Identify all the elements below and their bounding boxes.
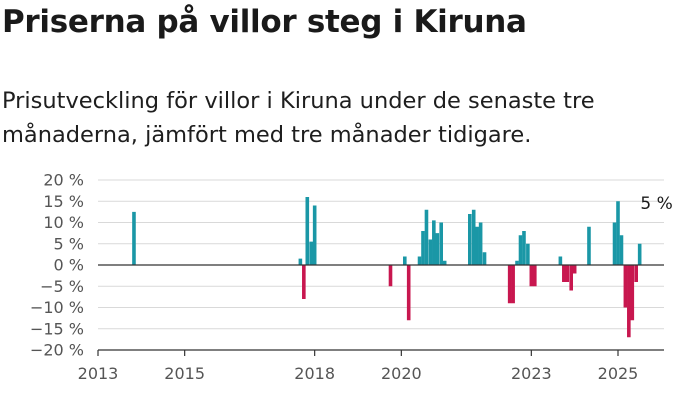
y-tick-label: −15 % bbox=[30, 319, 84, 338]
x-tick-label: 2013 bbox=[78, 364, 119, 383]
bar-positive bbox=[478, 222, 483, 265]
bar-negative bbox=[565, 265, 570, 282]
bar-negative bbox=[572, 265, 577, 274]
bar-negative bbox=[562, 265, 566, 282]
bar-positive bbox=[132, 211, 136, 266]
bar-positive bbox=[428, 239, 433, 265]
axis-labels: 20 % 15 % 10 % 5 % 0 % −5 % −10 % −15 % −20 % 201… bbox=[30, 171, 673, 384]
bar-positive bbox=[475, 226, 479, 265]
bar-positive bbox=[439, 222, 443, 265]
x-tick-label: 2020 bbox=[381, 364, 422, 383]
y-tick-label: −5 % bbox=[40, 277, 84, 296]
bar-positive bbox=[619, 235, 624, 265]
bar-positive bbox=[312, 205, 317, 265]
bar-positive bbox=[558, 256, 563, 265]
bar-negative bbox=[623, 265, 628, 308]
y-tick-label: −10 % bbox=[30, 298, 84, 317]
bar-negative bbox=[388, 265, 393, 287]
bar-positive bbox=[616, 201, 620, 265]
bar-positive bbox=[403, 256, 407, 265]
bar-negative bbox=[529, 265, 534, 287]
bar-negative bbox=[533, 265, 537, 287]
bar-positive bbox=[421, 231, 425, 265]
x-tick-label: 2015 bbox=[164, 364, 205, 383]
latest-value-annotation: 5 % bbox=[640, 194, 672, 214]
bar-negative bbox=[569, 265, 573, 291]
x-tick-label: 2025 bbox=[598, 364, 639, 383]
y-tick-label: −20 % bbox=[30, 341, 84, 360]
bar-positive bbox=[305, 197, 310, 265]
bar-positive bbox=[637, 243, 642, 265]
chart-title: Priserna på villor steg i Kiruna bbox=[2, 4, 527, 40]
bar-series bbox=[132, 197, 642, 338]
bar-negative bbox=[406, 265, 411, 321]
bar-negative bbox=[634, 265, 638, 282]
y-tick-label: 10 % bbox=[43, 213, 84, 232]
y-tick-label: 5 % bbox=[54, 234, 84, 253]
bar-positive bbox=[309, 241, 313, 266]
bar-positive bbox=[518, 235, 523, 265]
chart-subtitle: Prisutveckling för villor i Kiruna under… bbox=[2, 88, 595, 148]
bar-negative bbox=[627, 265, 631, 338]
bar-positive bbox=[526, 243, 530, 265]
y-tick-label: 0 % bbox=[54, 256, 84, 275]
bar-positive bbox=[482, 252, 487, 265]
bar-negative bbox=[507, 265, 512, 304]
bar-positive bbox=[435, 233, 440, 266]
bar-positive bbox=[424, 209, 429, 265]
bar-positive bbox=[471, 209, 476, 265]
bar-positive bbox=[298, 258, 303, 266]
bar-positive bbox=[587, 226, 591, 265]
bar-positive bbox=[515, 260, 519, 265]
bar-positive bbox=[432, 220, 436, 266]
bar-negative bbox=[511, 265, 515, 304]
bar-negative bbox=[630, 265, 635, 321]
bar-positive bbox=[442, 260, 447, 265]
bar-positive bbox=[468, 214, 472, 265]
y-tick-label: 15 % bbox=[43, 192, 84, 211]
x-tick-label: 2023 bbox=[511, 364, 552, 383]
axes bbox=[97, 264, 664, 356]
bar-positive bbox=[522, 231, 526, 265]
x-tick-label: 2018 bbox=[294, 364, 335, 383]
y-tick-label: 20 % bbox=[43, 171, 84, 190]
bar-positive bbox=[612, 222, 617, 265]
bar-positive bbox=[417, 256, 422, 265]
bar-negative bbox=[302, 265, 306, 299]
